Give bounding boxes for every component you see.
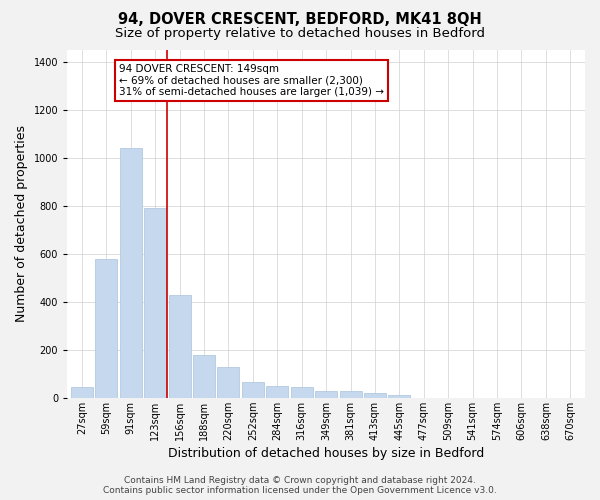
Bar	[290, 387, 313, 398]
Text: Size of property relative to detached houses in Bedford: Size of property relative to detached ho…	[115, 28, 485, 40]
Bar	[364, 393, 386, 398]
Bar	[388, 395, 410, 398]
Text: Contains HM Land Registry data © Crown copyright and database right 2024.
Contai: Contains HM Land Registry data © Crown c…	[103, 476, 497, 495]
Bar	[95, 259, 117, 398]
Text: 94, DOVER CRESCENT, BEDFORD, MK41 8QH: 94, DOVER CRESCENT, BEDFORD, MK41 8QH	[118, 12, 482, 28]
X-axis label: Distribution of detached houses by size in Bedford: Distribution of detached houses by size …	[168, 447, 484, 460]
Bar	[120, 148, 142, 398]
Y-axis label: Number of detached properties: Number of detached properties	[15, 126, 28, 322]
Bar	[242, 382, 264, 398]
Bar	[315, 391, 337, 398]
Bar	[266, 386, 288, 398]
Text: 94 DOVER CRESCENT: 149sqm
← 69% of detached houses are smaller (2,300)
31% of se: 94 DOVER CRESCENT: 149sqm ← 69% of detac…	[119, 64, 384, 97]
Bar	[217, 367, 239, 398]
Bar	[169, 294, 191, 398]
Bar	[71, 387, 93, 398]
Bar	[340, 391, 362, 398]
Bar	[193, 354, 215, 398]
Bar	[144, 208, 166, 398]
